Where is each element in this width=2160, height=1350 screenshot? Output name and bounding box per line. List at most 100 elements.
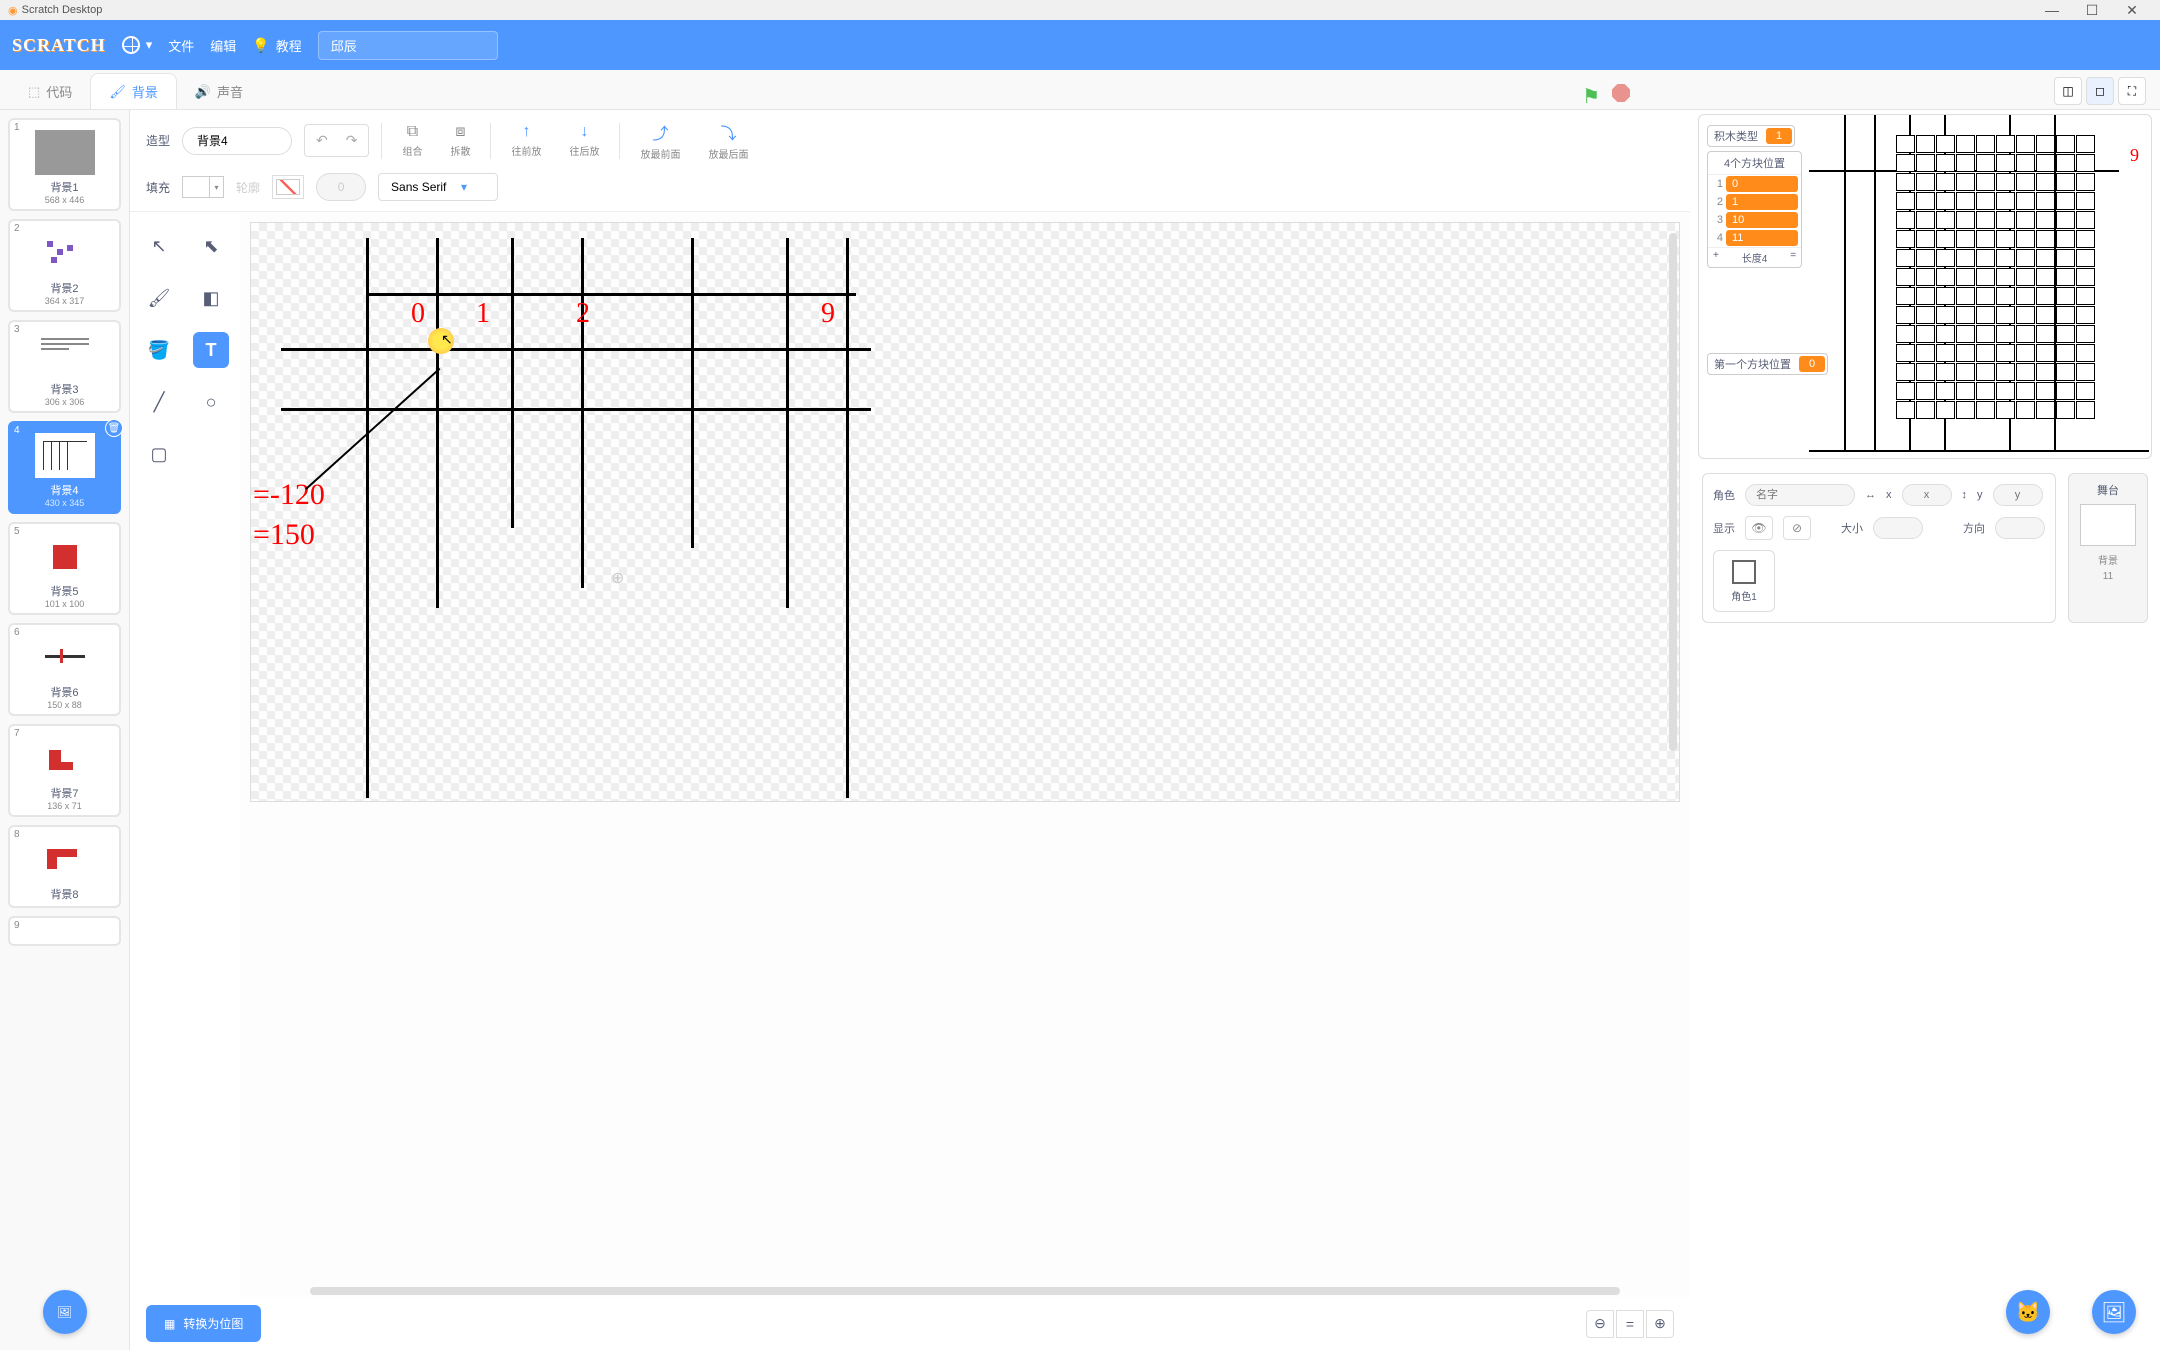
sprite-thumbnail[interactable]: 角色1 [1713, 550, 1775, 612]
back-button[interactable]: ⤵ 放最后面 [700, 120, 756, 161]
tutorials-label: 教程 [276, 36, 302, 55]
line-tool[interactable]: ╱ [141, 384, 177, 420]
costume-list: 1 🗑 背景1 568 x 446 2 🗑 背景2 364 x 317 3 🗑 … [0, 110, 130, 1350]
costume-name: 背景3 [14, 381, 115, 397]
direction-input[interactable] [1995, 517, 2045, 539]
variable-monitor-type[interactable]: 积木类型 1 [1707, 125, 1795, 147]
size-input[interactable] [1873, 517, 1923, 539]
delete-costume-button[interactable]: 🗑 [105, 419, 123, 437]
x-label: x [1886, 489, 1892, 501]
stage[interactable]: 积木类型 1 4个方块位置 1 0 2 1 3 10 4 11 + 长度4 = [1698, 114, 2152, 459]
horizontal-line [281, 408, 871, 411]
minimize-button[interactable]: — [2032, 2, 2072, 18]
costume-item[interactable]: 8 🗑 背景8 [8, 825, 121, 908]
zoom-in-button[interactable]: ⊕ [1646, 1310, 1674, 1338]
vertical-line [691, 238, 694, 548]
circle-tool[interactable]: ○ [193, 384, 229, 420]
size-label: 大小 [1841, 520, 1863, 536]
costume-item[interactable]: 1 🗑 背景1 568 x 446 [8, 118, 121, 211]
file-menu[interactable]: 文件 [168, 36, 194, 55]
list-value: 1 [1726, 194, 1798, 210]
sprite-name-input[interactable] [1745, 484, 1855, 506]
horizontal-line [281, 348, 871, 351]
stop-button[interactable] [1612, 84, 1630, 102]
convert-bitmap-button[interactable]: ▦ 转换为位图 [146, 1305, 261, 1342]
zoom-reset-button[interactable]: = [1616, 1310, 1644, 1338]
language-menu[interactable]: ▾ [122, 36, 153, 54]
small-stage-button[interactable]: ◫ [2054, 77, 2082, 105]
add-costume-button[interactable]: 🖼 [43, 1290, 87, 1334]
costume-thumbnail [35, 837, 95, 882]
add-sprite-button[interactable]: 🐱 [2006, 1290, 2050, 1334]
large-stage-button[interactable]: ◻ [2086, 77, 2114, 105]
tab-costumes-label: 背景 [132, 82, 158, 101]
canvas-scrollbar-h[interactable] [310, 1287, 1620, 1295]
costume-number: 3 [14, 324, 20, 335]
reshape-tool[interactable]: ⬉ [193, 228, 229, 264]
hide-button[interactable]: ⊘ [1783, 516, 1811, 540]
drawing-canvas[interactable]: 0129 =-120 =150 ↖ ⊕ [250, 222, 1680, 802]
costume-thumbnail [35, 635, 95, 680]
costume-name-input[interactable] [182, 127, 292, 155]
list-row[interactable]: 2 1 [1708, 193, 1801, 211]
fill-tool[interactable]: 🪣 [141, 332, 177, 368]
right-panel: 积木类型 1 4个方块位置 1 0 2 1 3 10 4 11 + 长度4 = [1690, 110, 2160, 1350]
tab-code[interactable]: ⬚ 代码 [10, 74, 90, 109]
costume-item[interactable]: 4 🗑 背景4 430 x 345 [8, 421, 121, 514]
list-row[interactable]: 3 10 [1708, 211, 1801, 229]
select-tool[interactable]: ↖ [141, 228, 177, 264]
scratch-logo[interactable]: SCRATCH [12, 35, 106, 56]
text-tool[interactable]: T [193, 332, 229, 368]
fill-color-swatch[interactable] [182, 176, 210, 198]
y-arrow-icon: ↕ [1962, 489, 1968, 501]
annotation-x: =-120 [253, 478, 325, 512]
list-row[interactable]: 4 11 [1708, 229, 1801, 247]
outline-color-swatch[interactable] [272, 175, 304, 199]
undo-button[interactable]: ↶ [308, 128, 336, 153]
backward-button[interactable]: ↓ 往后放 [561, 123, 607, 158]
vertical-line [846, 238, 849, 798]
green-flag-button[interactable]: ⚑ [1582, 84, 1600, 109]
ungroup-button[interactable]: ⧈ 拆散 [442, 123, 478, 158]
fill-dropdown[interactable]: ▾ [210, 176, 224, 198]
costume-item[interactable]: 7 🗑 背景7 136 x 71 [8, 724, 121, 817]
brush-tool[interactable]: 🖌 [141, 280, 177, 316]
redo-button[interactable]: ↷ [338, 128, 366, 153]
costume-item[interactable]: 9 [8, 916, 121, 946]
edit-menu[interactable]: 编辑 [210, 36, 236, 55]
project-name-input[interactable] [318, 31, 498, 60]
zoom-out-button[interactable]: ⊖ [1586, 1310, 1614, 1338]
show-button[interactable]: 👁 [1745, 516, 1773, 540]
costume-item[interactable]: 5 🗑 背景5 101 x 100 [8, 522, 121, 615]
add-backdrop-button[interactable]: 🖼 [2092, 1290, 2136, 1334]
ungroup-icon: ⧈ [455, 123, 465, 141]
close-button[interactable]: ✕ [2112, 2, 2152, 19]
front-button[interactable]: ⤴ 放最前面 [632, 120, 688, 161]
list-row[interactable]: 1 0 [1708, 175, 1801, 193]
forward-button[interactable]: ↑ 往前放 [503, 123, 549, 158]
tab-sounds[interactable]: 🔊 声音 [177, 74, 261, 109]
eraser-tool[interactable]: ◧ [193, 280, 229, 316]
rectangle-tool[interactable]: ▢ [141, 436, 177, 472]
tab-costumes[interactable]: 🖌 背景 [90, 73, 177, 109]
list-length-label: 长度4 [1742, 250, 1768, 265]
list-monitor[interactable]: 4个方块位置 1 0 2 1 3 10 4 11 + 长度4 = [1707, 151, 1802, 268]
list-resize-handle[interactable]: = [1790, 250, 1796, 265]
stage-selector[interactable]: 舞台 背景 11 [2068, 473, 2148, 623]
costume-item[interactable]: 6 🗑 背景6 150 x 88 [8, 623, 121, 716]
variable-monitor-pos[interactable]: 第一个方块位置 0 [1707, 353, 1828, 375]
tutorials-menu[interactable]: 💡 教程 [252, 36, 301, 55]
font-select[interactable]: Sans Serif ▾ [378, 173, 498, 201]
menu-bar: SCRATCH ▾ 文件 编辑 💡 教程 [0, 20, 2160, 70]
list-add-button[interactable]: + [1713, 250, 1719, 265]
costume-item[interactable]: 2 🗑 背景2 364 x 317 [8, 219, 121, 312]
list-value: 10 [1726, 212, 1798, 228]
costume-item[interactable]: 3 🗑 背景3 306 x 306 [8, 320, 121, 413]
costume-name-label: 造型 [146, 132, 170, 149]
fullscreen-button[interactable]: ⛶ [2118, 77, 2146, 105]
y-input[interactable] [1993, 484, 2043, 506]
outline-width-input[interactable] [316, 173, 366, 201]
group-button[interactable]: ⧉ 组合 [394, 123, 430, 158]
maximize-button[interactable]: ☐ [2072, 2, 2112, 19]
x-input[interactable] [1902, 484, 1952, 506]
